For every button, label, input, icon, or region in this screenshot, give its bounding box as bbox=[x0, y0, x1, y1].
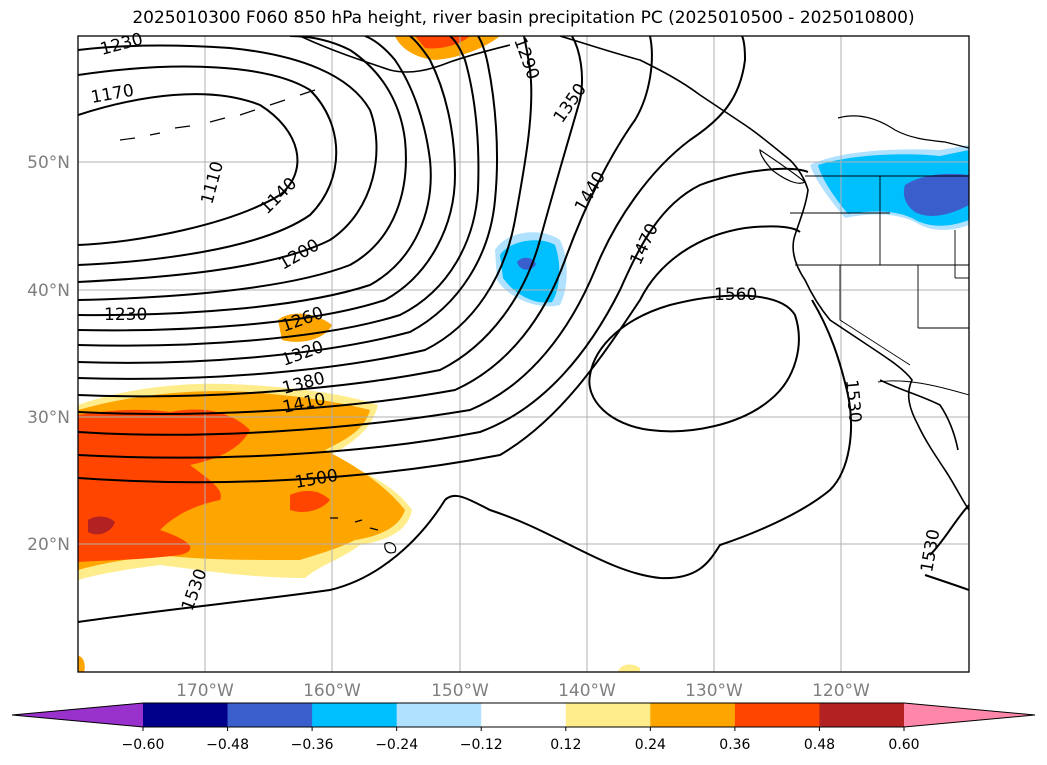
north-america-coast bbox=[559, 36, 969, 511]
latitude-labels: 50°N 40°N 30°N 20°N bbox=[27, 153, 70, 555]
colorbar-segment bbox=[312, 703, 398, 727]
vancouver-island bbox=[759, 148, 807, 184]
contour-label: 1530 bbox=[841, 379, 865, 424]
contour-label: 1530 bbox=[917, 528, 944, 574]
precip-positive-red-2 bbox=[290, 490, 330, 512]
colorbar-ticks: −0.60 −0.48 −0.36 −0.24 −0.12 0.12 0.24 0.36 0.4… bbox=[122, 727, 920, 753]
colorbar-tick-label: −0.60 bbox=[122, 737, 165, 753]
height-contours bbox=[78, 36, 969, 623]
graticule bbox=[78, 36, 969, 672]
contour-1140 bbox=[78, 65, 338, 266]
colorbar-extend-min bbox=[12, 703, 143, 727]
colorbar-tick-label: 0.24 bbox=[635, 737, 666, 753]
precip-positive-red bbox=[78, 409, 250, 562]
contour-1230 bbox=[78, 36, 432, 317]
colorbar-segment bbox=[227, 703, 313, 727]
contour-1380 bbox=[78, 36, 583, 398]
contour-label: 1170 bbox=[89, 81, 135, 108]
contour-label: 1320 bbox=[279, 337, 326, 371]
lat-label: 40°N bbox=[27, 281, 70, 301]
precip-positive-bottom bbox=[618, 664, 640, 672]
colorbar-tick-label: −0.24 bbox=[375, 737, 418, 753]
colorbar-extend-max bbox=[904, 703, 1035, 727]
colorbar-tick-label: −0.48 bbox=[206, 737, 249, 753]
lat-label: 50°N bbox=[27, 153, 70, 173]
contour-1170 bbox=[78, 44, 378, 283]
lon-label: 130°W bbox=[685, 681, 743, 701]
colorbar-tick-label: −0.36 bbox=[291, 737, 334, 753]
colorbar-segment bbox=[650, 703, 736, 727]
contour-1440 bbox=[78, 36, 747, 436]
colorbar-segment bbox=[734, 703, 820, 727]
colorbar bbox=[11, 702, 1036, 728]
precip-positive-bottom-2 bbox=[78, 656, 85, 672]
contour-1560 bbox=[588, 294, 800, 433]
contour-1410 bbox=[78, 36, 653, 415]
contour-label: 1200 bbox=[276, 235, 323, 274]
lat-label: 20°N bbox=[27, 535, 70, 555]
colorbar-tick-label: 0.36 bbox=[719, 737, 750, 753]
aleutians bbox=[119, 89, 316, 141]
contour-1470 bbox=[78, 167, 809, 459]
inland-border bbox=[837, 115, 969, 149]
lon-label: 170°W bbox=[176, 681, 234, 701]
contour-1260 bbox=[78, 36, 457, 332]
colorbar-segment bbox=[565, 703, 651, 727]
coastlines bbox=[119, 36, 969, 554]
contour-label: 1230 bbox=[104, 305, 147, 325]
hawaii bbox=[330, 517, 397, 554]
contour-1320 bbox=[78, 36, 498, 364]
baja-coast bbox=[879, 379, 959, 451]
contour-label: 1350 bbox=[550, 80, 591, 127]
state-borders bbox=[790, 175, 969, 396]
lat-label: 30°N bbox=[27, 408, 70, 428]
contour-1290 bbox=[78, 36, 480, 347]
precip-positive-top-red bbox=[415, 36, 470, 49]
colorbar-tick-label: 0.12 bbox=[550, 737, 581, 753]
contour-1530-south bbox=[78, 299, 852, 623]
map-title: 2025010300 F060 850 hPa height, river ba… bbox=[132, 8, 915, 28]
contour-label: 1470 bbox=[626, 220, 662, 268]
precip-positive-dark bbox=[88, 516, 115, 535]
colorbar-segment bbox=[396, 703, 482, 727]
contour-1530-east bbox=[929, 504, 969, 556]
contour-1200 bbox=[78, 36, 407, 301]
contour-label: 1230 bbox=[98, 29, 145, 60]
contour-1350 bbox=[78, 36, 533, 380]
lon-label: 160°W bbox=[303, 681, 361, 701]
contour-label: 1290 bbox=[509, 35, 543, 82]
lon-label: 120°W bbox=[812, 681, 870, 701]
contour-label: 1140 bbox=[256, 174, 301, 219]
colorbar-segment bbox=[819, 703, 905, 727]
precipitation-fill bbox=[78, 36, 969, 672]
alaska-coast bbox=[299, 36, 511, 73]
colorbar-tick-label: −0.12 bbox=[460, 737, 503, 753]
colorbar-segment bbox=[143, 703, 229, 727]
longitude-labels: 170°W 160°W 150°W 140°W 130°W 120°W bbox=[176, 681, 870, 701]
contour-label: 1440 bbox=[571, 168, 610, 215]
contour-1500 bbox=[78, 225, 801, 484]
colorbar-tick-label: 0.60 bbox=[888, 737, 919, 753]
contour-1110 bbox=[78, 93, 299, 246]
contour-label: 1530 bbox=[178, 566, 212, 613]
lon-label: 140°W bbox=[558, 681, 616, 701]
colorbar-tick-label: 0.48 bbox=[804, 737, 835, 753]
map-frame bbox=[77, 35, 970, 673]
lon-label: 150°W bbox=[431, 681, 489, 701]
contour-1530-se bbox=[924, 574, 969, 591]
precip-negative-nw-dark bbox=[903, 173, 969, 216]
contour-label: 1560 bbox=[714, 285, 757, 305]
contour-label: 1110 bbox=[198, 159, 229, 206]
colorbar-segment bbox=[481, 703, 567, 727]
